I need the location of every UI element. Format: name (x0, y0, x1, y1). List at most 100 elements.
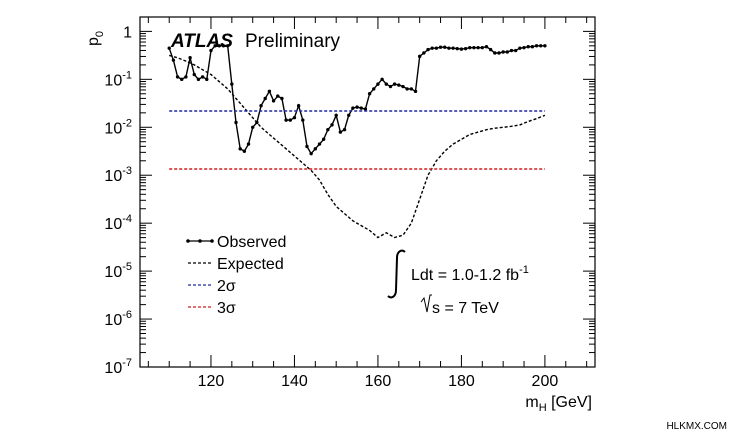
series-layer (167, 44, 547, 239)
observed-point (238, 147, 242, 151)
observed-point (309, 151, 313, 156)
observed-point (434, 46, 439, 50)
observed-point (217, 44, 222, 48)
observed-point (497, 51, 501, 55)
observed-point (451, 46, 455, 50)
observed-point (267, 89, 272, 94)
observed-point (522, 45, 526, 50)
y-axis-title: p0 (85, 31, 106, 46)
y-tick-label: 10-1 (104, 69, 132, 89)
observed-point (192, 72, 196, 77)
observed-point (539, 44, 543, 48)
y-tick-label: 1 (123, 24, 132, 41)
observed-point (321, 137, 326, 141)
observed-point (501, 50, 505, 54)
observed-point (175, 75, 180, 79)
observed-point (405, 87, 409, 91)
observed-point (509, 48, 514, 53)
observed-point (263, 96, 267, 101)
observed-point (246, 142, 251, 146)
observed-point (472, 45, 476, 50)
observed-point (338, 130, 343, 134)
observed-point (438, 45, 443, 49)
x-axis-title: mH [GeV] (525, 394, 592, 414)
series-observed-line (168, 45, 545, 155)
observed-point (422, 51, 426, 55)
observed-point (326, 127, 330, 132)
observed-point (209, 48, 213, 53)
series-expected-line (169, 54, 546, 239)
observed-point (401, 84, 405, 89)
luminosity-annotation: Ldt = 1.0-1.2 fb-1 s = 7 TeV (387, 249, 529, 317)
observed-point (317, 142, 322, 146)
observed-point (468, 45, 472, 50)
x-tick-labels: 120 140 160 180 200 (198, 373, 559, 390)
observed-point (355, 105, 359, 109)
watermark: HLKMX.COM (666, 421, 727, 432)
observed-point (417, 54, 422, 59)
observed-point (180, 77, 184, 82)
observed-point (271, 99, 276, 103)
observed-point (242, 149, 247, 153)
observed-point (534, 44, 539, 48)
observed-point (305, 144, 309, 149)
legend-label-observed: Observed (217, 234, 286, 251)
observed-point (363, 107, 368, 111)
observed-point (188, 56, 192, 60)
observed-point (447, 46, 451, 50)
legend-item-3sigma: 3σ (188, 300, 236, 317)
observed-point (484, 45, 489, 49)
x-tick-label: 200 (532, 373, 559, 390)
legend-item-observed: Observed (186, 234, 286, 251)
observed-point (380, 77, 384, 82)
observed-point (234, 120, 238, 125)
legend-item-expected: Expected (188, 256, 284, 273)
observed-point (392, 82, 397, 86)
y-tick-label: 10-3 (104, 165, 132, 185)
observed-point (225, 44, 230, 48)
observed-point (493, 51, 497, 55)
atlas-label: ATLAS (170, 31, 233, 52)
plot-frame (139, 16, 596, 368)
observed-point (430, 46, 434, 50)
observed-point (280, 96, 284, 101)
observed-point (367, 92, 372, 96)
observed-point (526, 45, 530, 49)
y-tick-label: 10-2 (104, 117, 132, 137)
x-tick-label: 140 (281, 373, 308, 390)
observed-point (413, 89, 418, 94)
observed-point (351, 106, 355, 110)
observed-point (221, 44, 226, 48)
observed-point (459, 47, 464, 51)
observed-point (376, 82, 380, 86)
x-tick-label: 120 (198, 373, 225, 390)
preliminary-label: Preliminary (245, 31, 341, 52)
lumi-text: Ldt = 1.0-1.2 fb-1 (411, 264, 529, 284)
legend: Observed Expected 2σ 3σ (186, 234, 286, 317)
observed-point (388, 84, 393, 89)
y-tick-label: 10-5 (104, 261, 132, 281)
x-tick-label: 160 (365, 373, 392, 390)
observed-point (530, 45, 535, 49)
observed-point (505, 50, 510, 54)
legend-label-3sigma: 3σ (217, 300, 236, 317)
observed-point (513, 48, 518, 53)
observed-point (488, 47, 493, 52)
observed-point (426, 47, 430, 52)
observed-point (167, 46, 171, 50)
y-tick-label: 10-4 (104, 213, 132, 233)
observed-point (455, 46, 459, 51)
observed-point (334, 113, 338, 117)
observed-point (347, 113, 351, 117)
observed-point (480, 45, 484, 50)
observed-point (301, 118, 305, 122)
legend-label-2sigma: 2σ (217, 278, 236, 295)
observed-point (230, 82, 234, 86)
observed-point (196, 77, 201, 82)
y-tick-labels: 1 10-1 10-2 10-3 10-4 10-5 10-6 10-7 (104, 24, 132, 377)
x-tick-label: 180 (448, 373, 475, 390)
observed-point (171, 58, 176, 62)
legend-item-2sigma: 2σ (188, 278, 236, 295)
observed-point (384, 82, 388, 86)
